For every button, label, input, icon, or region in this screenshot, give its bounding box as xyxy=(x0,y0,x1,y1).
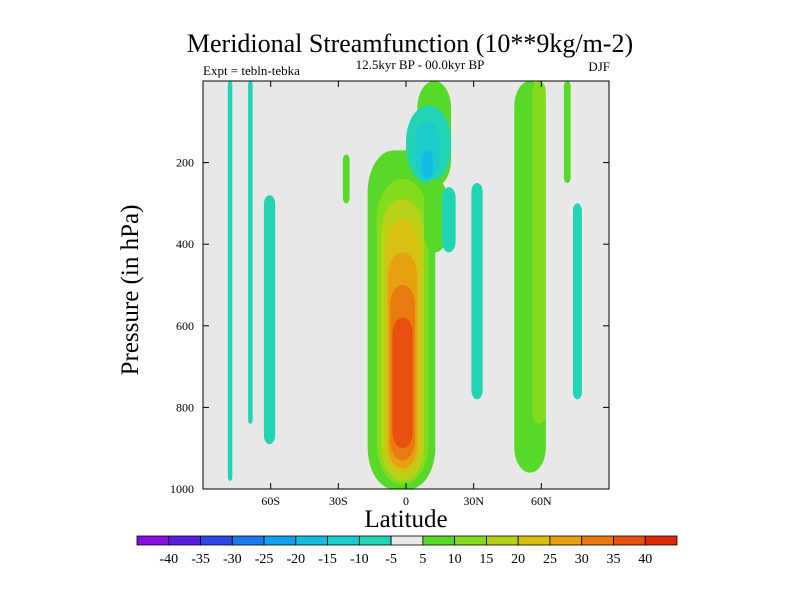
colorbar-box xyxy=(327,535,360,546)
x-tick-label: 60S xyxy=(261,494,280,508)
colorbar-label: 10 xyxy=(448,552,462,567)
x-tick-label: 30S xyxy=(329,494,348,508)
colorbar-box xyxy=(168,535,201,546)
x-tick-label: 0 xyxy=(403,494,409,508)
colorbar-box xyxy=(454,535,487,546)
contour-region-17 xyxy=(442,187,456,253)
colorbar-box xyxy=(644,535,678,546)
contour-region-4 xyxy=(342,154,350,204)
colorbar-label: 30 xyxy=(575,552,589,567)
colorbar-box xyxy=(422,535,456,546)
chart-subtitle-left: Expt = tebln-tebka xyxy=(203,63,300,78)
colorbar-label: -30 xyxy=(223,552,242,567)
colorbar-label: -15 xyxy=(318,552,337,567)
colorbar-box xyxy=(390,535,424,546)
colorbar-box xyxy=(136,535,170,546)
colorbar-label: 35 xyxy=(606,552,620,567)
colorbar-label: 40 xyxy=(638,552,652,567)
colorbar-label: 20 xyxy=(511,552,525,567)
contour-region-3 xyxy=(263,195,276,445)
colorbar-label: 15 xyxy=(479,552,493,567)
colorbar-label: -25 xyxy=(255,552,274,567)
colorbar-box xyxy=(613,535,646,546)
contour-region-18 xyxy=(471,183,483,400)
contour-region-16 xyxy=(424,178,447,253)
contour-region-15 xyxy=(421,150,434,179)
chart-subtitle-center: 12.5kyr BP - 00.0kyr BP xyxy=(356,57,485,72)
colorbar-box xyxy=(200,535,233,546)
contour-region-20 xyxy=(532,81,546,424)
contour-region-22 xyxy=(572,203,582,400)
contour-region-11 xyxy=(392,317,413,449)
colorbar-box xyxy=(263,535,297,546)
colorbar-box xyxy=(581,535,614,546)
y-tick-label: 800 xyxy=(176,400,194,414)
colorbar-label: -5 xyxy=(385,552,397,567)
colorbar-label: 5 xyxy=(419,552,426,567)
x-tick-label: 60N xyxy=(531,494,552,508)
colorbar-label: 25 xyxy=(543,552,557,567)
colorbar-label: -10 xyxy=(350,552,369,567)
contour-region-1 xyxy=(227,81,233,481)
contour-region-21 xyxy=(563,81,571,183)
y-tick-label: 200 xyxy=(176,156,194,170)
colorbar-box xyxy=(358,535,392,546)
colorbar-box xyxy=(486,535,519,546)
colorbar-label: -20 xyxy=(286,552,305,567)
colorbar-label: -35 xyxy=(191,552,210,567)
colorbar-box xyxy=(517,535,551,546)
colorbar-box xyxy=(295,535,328,546)
colorbar-box xyxy=(549,535,583,546)
y-axis-label: Pressure (in hPa) xyxy=(117,205,144,376)
y-tick-label: 1000 xyxy=(170,482,194,496)
chart-subtitle-right: DJF xyxy=(588,59,610,74)
colorbar-label: -40 xyxy=(159,552,178,567)
chart-title: Meridional Streamfunction (10**9kg/m-2) xyxy=(187,29,633,58)
contour-region-2 xyxy=(248,81,253,424)
y-tick-label: 600 xyxy=(176,319,194,333)
colorbar-box xyxy=(231,535,265,546)
y-tick-label: 400 xyxy=(176,237,194,251)
x-tick-label: 30N xyxy=(463,494,484,508)
x-axis-label: Latitude xyxy=(364,506,447,533)
